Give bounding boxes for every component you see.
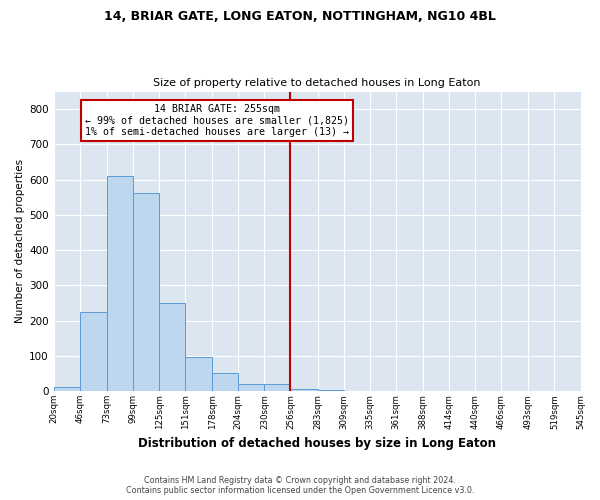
Bar [80, 312, 107, 391]
Text: 14, BRIAR GATE, LONG EATON, NOTTINGHAM, NG10 4BL: 14, BRIAR GATE, LONG EATON, NOTTINGHAM, … [104, 10, 496, 23]
Bar [290, 390, 317, 391]
Bar [238, 384, 265, 391]
Y-axis label: Number of detached properties: Number of detached properties [15, 159, 25, 324]
Bar [133, 193, 159, 391]
Bar [265, 384, 290, 391]
Bar [185, 357, 212, 391]
X-axis label: Distribution of detached houses by size in Long Eaton: Distribution of detached houses by size … [138, 437, 496, 450]
Text: 14 BRIAR GATE: 255sqm
← 99% of detached houses are smaller (1,825)
1% of semi-de: 14 BRIAR GATE: 255sqm ← 99% of detached … [85, 104, 349, 137]
Bar [212, 374, 238, 391]
Bar [53, 388, 80, 391]
Bar [107, 176, 133, 391]
Title: Size of property relative to detached houses in Long Eaton: Size of property relative to detached ho… [154, 78, 481, 88]
Bar [159, 303, 185, 391]
Text: Contains HM Land Registry data © Crown copyright and database right 2024.
Contai: Contains HM Land Registry data © Crown c… [126, 476, 474, 495]
Bar [317, 390, 344, 391]
